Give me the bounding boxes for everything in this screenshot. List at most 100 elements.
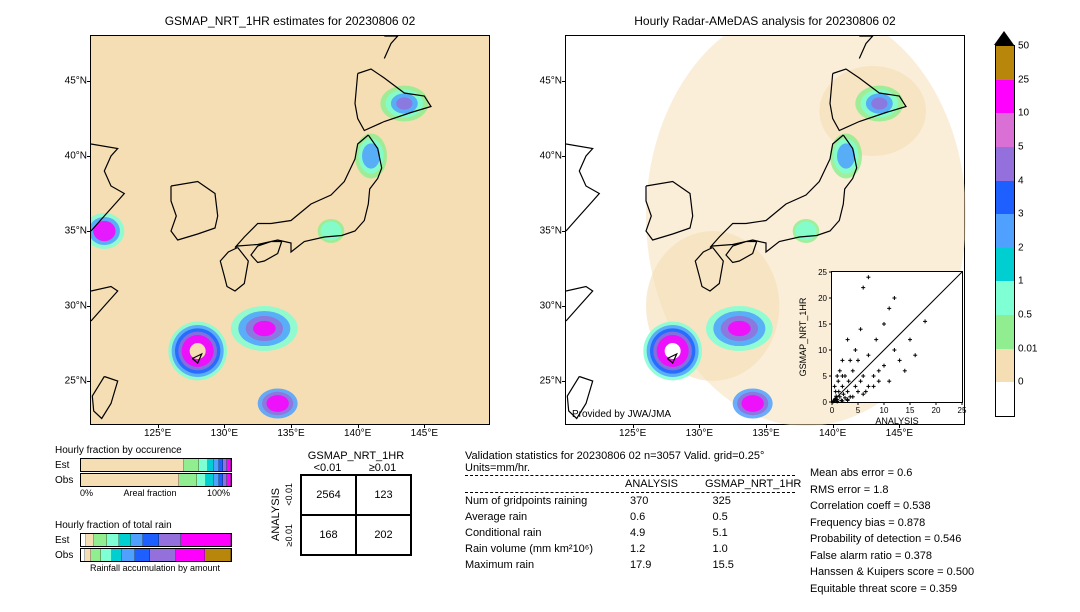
hbar-track: [80, 533, 232, 547]
svg-text:15: 15: [906, 406, 915, 415]
colorbar-segment: [996, 113, 1014, 147]
hbar-row: Est: [55, 533, 232, 547]
hbar-row-label: Obs: [55, 475, 80, 486]
colorbar-segment: [996, 147, 1014, 181]
colorbar-segment: [996, 281, 1014, 315]
metric-line: Correlation coeff = 0.538: [810, 498, 974, 515]
svg-text:25: 25: [958, 406, 967, 415]
left-map-title: GSMAP_NRT_1HR estimates for 20230806 02: [90, 14, 490, 28]
svg-text:GSMAP_NRT_1HR: GSMAP_NRT_1HR: [798, 297, 808, 376]
stats-v1: 4.9: [630, 527, 713, 539]
svg-text:10: 10: [880, 406, 889, 415]
svg-text:25: 25: [818, 268, 827, 277]
colorbar-label: 0.01: [1018, 343, 1037, 354]
hbar-row: Obs: [55, 473, 232, 487]
stats-row: Rain volume (mm km²10⁶) 1.2 1.0: [465, 541, 795, 557]
ct-title: GSMAP_NRT_1HR: [300, 450, 412, 462]
hbar-segment: [150, 549, 176, 561]
metric-line: Probability of detection = 0.546: [810, 531, 974, 548]
stats-v2: 15.5: [713, 559, 796, 571]
hbar1-axis-1: Areal fraction: [123, 488, 176, 498]
stats-v2: 325: [713, 495, 796, 507]
hbar-occurrence: Hourly fraction by occurence EstObs 0% A…: [55, 445, 232, 498]
ct-cell: 168: [301, 515, 356, 555]
svg-text:5: 5: [823, 372, 828, 381]
stats-v2: 0.5: [713, 511, 796, 523]
left-map-panel: 25°N30°N35°N40°N45°N125°E130°E135°E140°E…: [90, 35, 490, 425]
hbar-segment: [184, 459, 199, 471]
hbar-segment: [197, 474, 207, 486]
metric-line: Frequency bias = 0.878: [810, 515, 974, 532]
right-map-panel: Provided by JWA/JMA 00551010151520202525…: [565, 35, 965, 425]
hbar-segment: [159, 534, 181, 546]
hbar2-title: Hourly fraction of total rain: [55, 520, 232, 531]
hbar-segment: [119, 534, 131, 546]
ct-rowaxis: ANALYSIS: [270, 474, 284, 556]
stats-label: Average rain: [465, 511, 630, 523]
stats-row: Num of gridpoints raining 370 325: [465, 493, 795, 509]
hbar2-axis: Rainfall accumulation by amount: [80, 563, 230, 573]
stats-v1: 370: [630, 495, 713, 507]
stats-title: Validation statistics for 20230806 02 n=…: [465, 450, 795, 474]
stats-label: Rain volume (mm km²10⁶): [465, 543, 630, 555]
ct-cell: 123: [356, 475, 411, 515]
stats-row: Maximum rain 17.9 15.5: [465, 557, 795, 573]
colorbar-label: 5: [1018, 141, 1024, 152]
metric-line: RMS error = 1.8: [810, 482, 974, 499]
hbar-segment: [179, 474, 197, 486]
ct-rowhdr: ≥0.01: [284, 524, 300, 546]
colorbar-segment: [996, 46, 1014, 80]
hbar-row-label: Est: [55, 535, 80, 546]
hbar1-axis-2: 100%: [207, 488, 230, 498]
colorbar-segment: [996, 181, 1014, 215]
svg-text:10: 10: [818, 346, 827, 355]
hbar-segment: [176, 549, 205, 561]
hbar-segment: [227, 459, 231, 471]
svg-text:20: 20: [818, 294, 827, 303]
colorbar-segment: [996, 349, 1014, 383]
hbar-segment: [81, 459, 184, 471]
hbar-segment: [208, 459, 215, 471]
ct-grid: 2564 123 168 202: [300, 474, 412, 556]
hbar-row: Obs: [55, 548, 232, 562]
ct-colhdr: <0.01: [300, 462, 355, 474]
hbar-segment: [107, 534, 119, 546]
stats-header: ANALYSIS GSMAP_NRT_1HR: [465, 476, 795, 493]
scatter-inset: 00551010151520202525 ANALYSIS GSMAP_NRT_…: [831, 271, 963, 403]
colorbar-segment: [996, 248, 1014, 282]
svg-text:15: 15: [818, 320, 827, 329]
hbar-segment: [91, 549, 100, 561]
colorbar-segment: [996, 382, 1014, 416]
stats-col1: ANALYSIS: [625, 478, 705, 490]
hbar-totalrain: Hourly fraction of total rain Est Obs Rai…: [55, 520, 232, 573]
colorbar-label: 0: [1018, 377, 1024, 388]
stats-v1: 0.6: [630, 511, 713, 523]
svg-text:5: 5: [856, 406, 861, 415]
ct-rowhdr: <0.01: [284, 483, 300, 506]
hbar1-axis-0: 0%: [80, 488, 93, 498]
hbar-segment: [122, 549, 134, 561]
svg-text:20: 20: [932, 406, 941, 415]
svg-text:0: 0: [830, 406, 835, 415]
colorbar-label: 2: [1018, 242, 1024, 253]
hbar-track: [80, 458, 232, 472]
stats-label: Conditional rain: [465, 527, 630, 539]
hbar-row-label: Est: [55, 460, 80, 471]
attribution-text: Provided by JWA/JMA: [572, 409, 671, 420]
hbar-segment: [205, 549, 231, 561]
metric-line: Hanssen & Kuipers score = 0.500: [810, 564, 974, 581]
hbar-segment: [131, 534, 143, 546]
stats-label: Maximum rain: [465, 559, 630, 571]
metric-line: Mean abs error = 0.6: [810, 465, 974, 482]
colorbar-segment: [996, 315, 1014, 349]
hbar-segment: [85, 549, 92, 561]
colorbar-label: 10: [1018, 108, 1029, 119]
colorbar-label: 3: [1018, 209, 1024, 220]
hbar2-axis-label: Rainfall accumulation by amount: [90, 563, 220, 573]
hbar-segment: [143, 534, 158, 546]
hbar-segment: [81, 474, 179, 486]
hbar-track: [80, 473, 232, 487]
hbar-row: Est: [55, 458, 232, 472]
stats-row: Average rain 0.6 0.5: [465, 509, 795, 525]
hbar-segment: [112, 549, 123, 561]
